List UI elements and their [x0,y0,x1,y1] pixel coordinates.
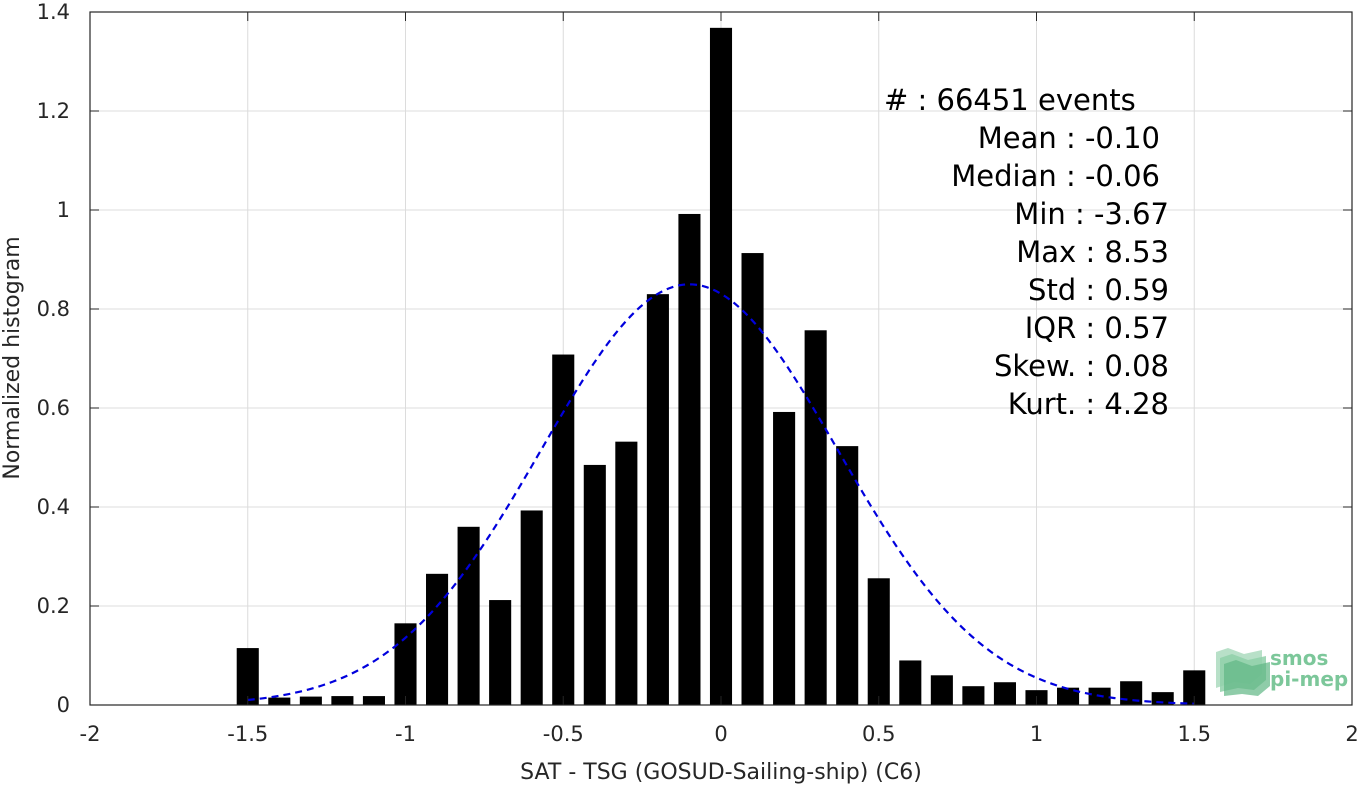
x-tick-labels: -2 -1.5 -1 -0.5 0 0.5 1 1.5 2 [80,722,1359,746]
axis-ticks [89,11,1353,706]
logo-mark-icon [1216,648,1270,696]
histogram-bar [426,573,449,705]
histogram-bar [1183,670,1206,705]
stat-line: Max : 8.53 [1016,235,1169,269]
histogram-bar [836,446,859,705]
histogram-bar [331,696,354,705]
histogram-bar [741,253,764,705]
x-tick-label: 0.5 [862,722,895,746]
histogram-bar [583,464,606,705]
x-tick-label: -2 [80,722,101,746]
histogram-bar [867,578,890,705]
histogram-bar [268,697,291,705]
x-tick-label: 1 [1030,722,1043,746]
logo-text-line2: pi-mep [1270,667,1348,691]
histogram-bar [804,330,827,705]
stat-line: Kurt. : 4.28 [1008,387,1169,421]
histogram-bar [489,600,512,705]
stat-line: Median : -0.06 [951,159,1160,193]
histogram-bar [899,660,922,705]
stat-line: # : 66451 events [884,83,1136,117]
x-axis-title: SAT - TSG (GOSUD-Sailing-ship) (C6) [520,760,922,785]
y-tick-label: 0.4 [37,495,70,519]
y-tick-label: 1 [57,198,70,222]
histogram-bar [236,648,259,705]
histogram-bar [362,696,385,705]
x-tick-label: -1 [395,722,416,746]
histogram-bar [773,411,796,705]
bars [236,27,1206,705]
smos-pimep-logo: smos pi-mep [1216,646,1348,696]
y-tick-label: 1.2 [37,99,70,123]
histogram-bar [299,696,322,705]
stat-line: IQR : 0.57 [1025,311,1169,345]
normal-fit-curve [247,283,1195,705]
x-tick-label: -1.5 [227,722,268,746]
histogram-bar [646,294,669,705]
histogram-bar [457,526,480,705]
histogram-bar [930,675,953,705]
stat-line: Skew. : 0.08 [994,349,1169,383]
stat-line: Std : 0.59 [1028,273,1169,307]
x-tick-label: 2 [1345,722,1358,746]
logo-text-line1: smos [1270,646,1328,670]
stat-line: Min : -3.67 [1014,197,1169,231]
x-tick-label: 0 [714,722,727,746]
histogram-bar [993,682,1016,705]
y-tick-label: 0.8 [37,297,70,321]
histogram-bar [552,354,575,705]
y-tick-labels: 0 0.2 0.4 0.6 0.8 1 1.2 1.4 [37,0,70,717]
histogram-bar [678,213,701,705]
histogram-bar [615,441,638,705]
y-tick-label: 0 [57,693,70,717]
x-tick-label: -0.5 [543,722,584,746]
histogram-bar [962,686,985,705]
stat-line: Mean : -0.10 [978,121,1160,155]
x-tick-label: 1.5 [1178,722,1211,746]
y-tick-label: 0.6 [37,396,70,420]
y-axis-title: Normalized histogram [0,236,25,479]
y-tick-label: 0.2 [37,594,70,618]
histogram-bar [520,510,543,705]
y-tick-label: 1.4 [37,0,70,24]
histogram-bar [394,623,417,705]
histogram-bar [1057,687,1080,705]
stats-annotation: # : 66451 events Mean : -0.10 Median : -0.… [884,83,1169,421]
histogram-bar [709,27,733,705]
